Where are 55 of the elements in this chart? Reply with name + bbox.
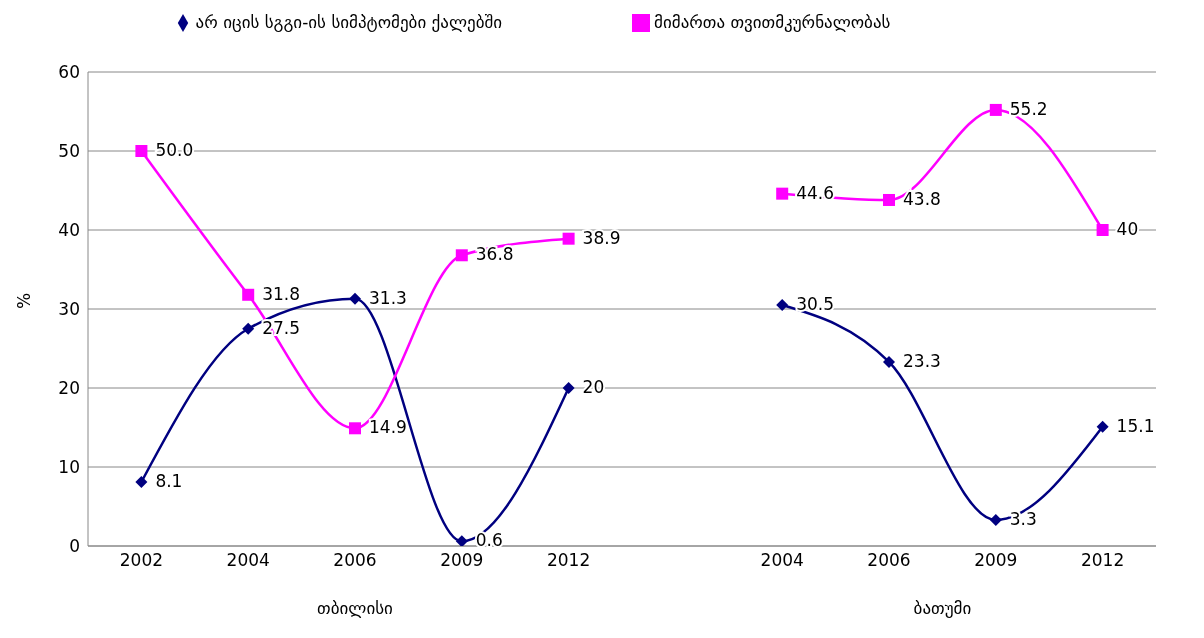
point bbox=[455, 535, 468, 546]
point bbox=[883, 355, 895, 368]
y-tick-label: 0 bbox=[69, 536, 80, 557]
point bbox=[562, 232, 575, 245]
point bbox=[242, 288, 255, 301]
point bbox=[135, 476, 148, 489]
y-tick-label: 30 bbox=[58, 299, 80, 320]
x-tick-label: 2009 bbox=[440, 550, 484, 571]
data-label: 30.5 bbox=[796, 294, 835, 315]
y-tick-label: 40 bbox=[58, 220, 80, 241]
data-label: 3.3 bbox=[1009, 508, 1037, 529]
text: თბილისი bbox=[317, 598, 393, 618]
data-label: 40 bbox=[1116, 219, 1139, 239]
data-label: 50.0 bbox=[155, 140, 194, 160]
data-label: 31.8 bbox=[262, 283, 301, 304]
point bbox=[135, 145, 148, 157]
x-tick-label: 2009 bbox=[974, 550, 1018, 571]
data-label: 20 bbox=[582, 377, 605, 397]
x-tick-label: 2004 bbox=[226, 550, 270, 571]
x-tick-label: 2004 bbox=[760, 550, 804, 571]
data-label: 55.2 bbox=[1009, 98, 1048, 119]
point bbox=[455, 249, 468, 262]
data-label: 15.1 bbox=[1116, 415, 1155, 436]
point bbox=[1096, 420, 1109, 433]
y-tick-label: 50 bbox=[58, 141, 80, 162]
y-tick-label: 10 bbox=[58, 457, 80, 478]
point bbox=[989, 513, 1002, 526]
data-label: 36.8 bbox=[475, 244, 514, 265]
x-tick-label: 2012 bbox=[546, 550, 591, 571]
x-tick-label: 2012 bbox=[1080, 550, 1125, 571]
y-axis-title: % bbox=[14, 292, 35, 309]
point bbox=[883, 193, 895, 206]
text: ბათუმი bbox=[913, 598, 972, 618]
data-label: 38.9 bbox=[582, 227, 621, 248]
data-label: 31.3 bbox=[369, 287, 407, 308]
point bbox=[349, 292, 361, 305]
point bbox=[242, 322, 255, 335]
y-tick-label: 20 bbox=[58, 378, 80, 399]
data-label: 23.3 bbox=[903, 350, 941, 371]
point bbox=[349, 422, 361, 435]
legend-label: არ იცის სგგი-ის სიმპტომები ქალებში bbox=[195, 12, 503, 32]
data-label: 8.1 bbox=[155, 471, 183, 492]
point bbox=[989, 103, 1002, 116]
data-label: 14.9 bbox=[369, 417, 407, 438]
point bbox=[1096, 224, 1109, 236]
data-label: 0.6 bbox=[475, 530, 503, 551]
x-tick-label: 2006 bbox=[867, 550, 911, 571]
legend-label: მიმართა თვითმკურნალობას bbox=[654, 12, 891, 32]
point bbox=[562, 382, 575, 394]
data-label: 43.8 bbox=[903, 188, 941, 209]
x-tick-label: 2002 bbox=[119, 550, 164, 571]
point bbox=[776, 299, 789, 312]
point bbox=[776, 187, 789, 200]
y-tick-label: 60 bbox=[58, 62, 80, 83]
x-tick-label: 2006 bbox=[333, 550, 377, 571]
